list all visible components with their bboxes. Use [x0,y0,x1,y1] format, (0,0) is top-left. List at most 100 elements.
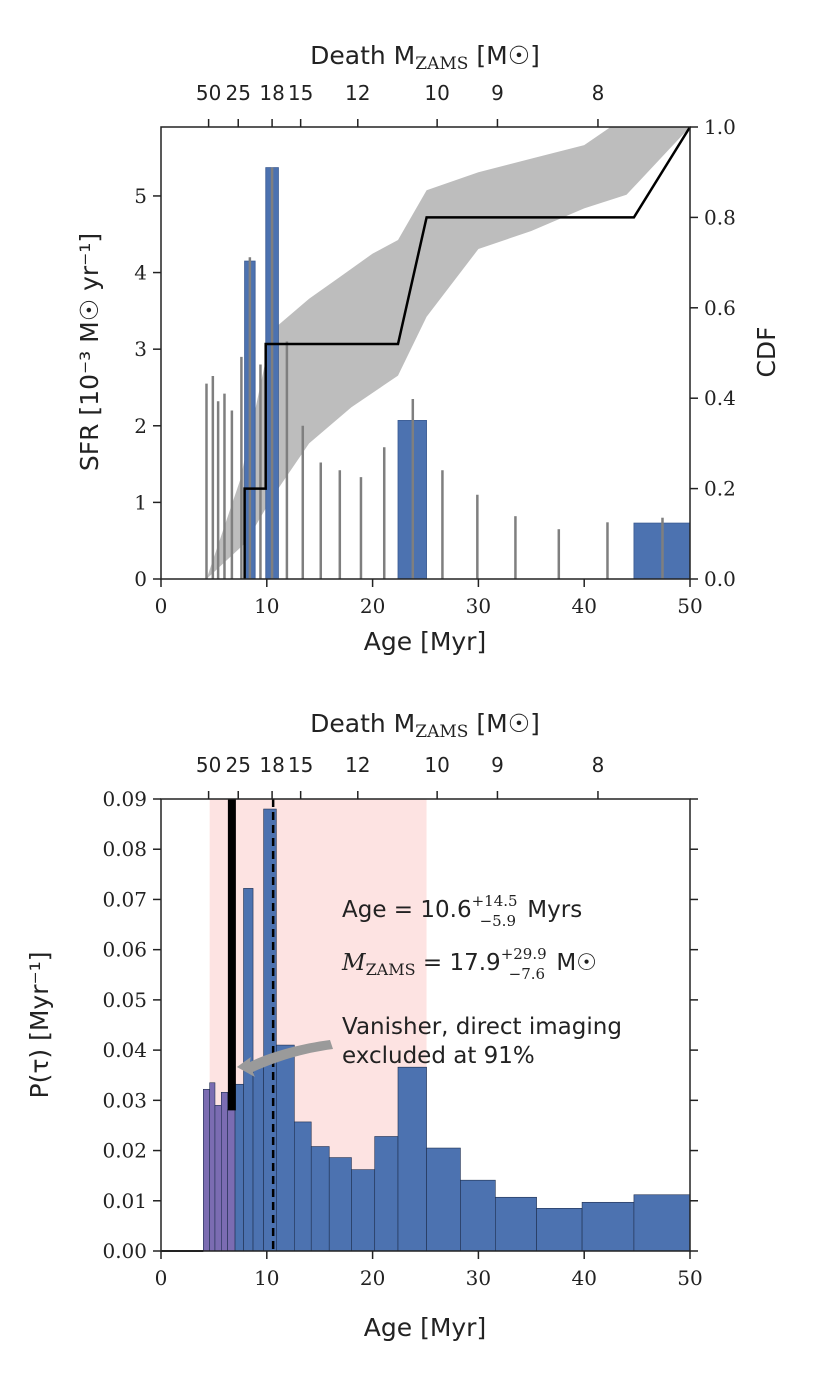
age-posterior-top-tick-label-5: 10 [424,753,449,777]
posterior-bin-1 [209,1082,216,1252]
sfr-x-tick-label-2: 20 [360,594,385,618]
posterior-x-tick-label-2: 20 [360,1266,385,1290]
cdf-tick-label-0: 0.0 [704,567,736,591]
sfr-y-tick-label-4: 4 [134,261,147,285]
sfr-y-tick-label-2: 2 [134,414,147,438]
cdf-line-layer [243,126,692,579]
sfr-y-tick-label-1: 1 [134,490,147,514]
cdf-tick-label-3: 0.6 [704,296,736,320]
posterior-top-label-tail: [M☉] [468,709,539,738]
sfr-y-tick-label-5: 5 [134,184,147,208]
mass-annotation-var-sub: ZAMS [366,960,416,979]
posterior-x-tick-label-1: 10 [254,1266,279,1290]
posterior-top-label-main: Death M [310,709,415,738]
posterior-bin-7 [252,1064,264,1252]
age-posterior-top-tick-label-3: 15 [288,753,313,777]
sfr-top-label-main: Death M [310,41,415,70]
age-posterior-top-tick-label-0: 50 [196,753,221,777]
posterior-x-ticks: 0 10 20 30 40 50 [155,1251,703,1290]
sfr-top-label-tail: [M☉] [468,41,539,70]
cdf-tick-label-2: 0.4 [704,386,736,410]
age-annotation-unit: Myrs [520,897,582,923]
posterior-bin-12 [328,1157,352,1252]
mass-annotation-unit: M☉ [549,950,597,976]
sfr-y-axis-label: SFR [10⁻³ M☉ yr⁻¹] [75,233,104,471]
age-posterior-top-tick-label-7: 8 [592,753,605,777]
posterior-bin-8 [263,808,277,1252]
posterior-y-tick-label-6: 0.06 [102,938,147,962]
age-annotation-sup: +14.5 [472,892,518,910]
sfr-error-bars [205,167,664,579]
sfr-history-top-tick-label-3: 15 [288,81,313,105]
posterior-x-tick-label-0: 0 [155,1266,168,1290]
mass-annotation: MZAMS = 17.9+29.9 −7.6 M☉ [341,945,597,983]
cdf-tick-label-1: 0.2 [704,477,736,501]
posterior-bin-2 [214,1105,222,1252]
posterior-bin-5 [234,1083,244,1252]
sfr-x-ticks: 0 10 20 30 40 50 [155,579,703,618]
posterior-x-tick-label-4: 40 [571,1266,596,1290]
sfr-x-tick-label-4: 40 [571,594,596,618]
sfr-x-tick-label-5: 50 [677,594,702,618]
cdf-tick-label-5: 1.0 [704,115,736,139]
age-posterior-top-tick-label-6: 9 [491,753,504,777]
cdf-uncertainty-band [206,127,690,579]
sfr-history-top-tick-label-4: 12 [345,81,370,105]
posterior-top-axis-label: Death MZAMS [M☉] [310,709,540,742]
posterior-bin-21 [633,1194,691,1252]
cdf-band-layer [206,127,690,579]
sfr-history-top-tick-label-5: 10 [424,81,449,105]
mass-annotation-sub: −7.6 [509,965,545,983]
posterior-y-tick-label-8: 0.08 [102,837,147,861]
posterior-y-ticks: 0.00 0.01 0.02 0.03 0.04 0.05 0.06 0.07 0.08 0.09 [102,787,698,1263]
sfr-x-axis-label: Age [Myr] [364,627,486,656]
posterior-x-tick-label-5: 50 [677,1266,702,1290]
cdf-tick-label-4: 0.8 [704,205,736,229]
sfr-y-tick-label-0: 0 [134,567,147,591]
sfr-y-tick-label-3: 3 [134,337,147,361]
posterior-y-tick-label-5: 0.05 [102,988,147,1012]
posterior-bin-20 [581,1201,635,1252]
age-annotation-main: Age = 10.6 [342,897,472,923]
vanisher-arrow [236,1040,333,1077]
posterior-y-tick-label-9: 0.09 [102,787,147,811]
age-posterior-top-tick-label-1: 25 [226,753,251,777]
cdf-y-ticks: 0.0 0.2 0.4 0.6 0.8 1.0 [690,115,736,591]
mass-annotation-sup: +29.9 [501,945,547,963]
sfr-history-top-tick-label-2: 18 [259,81,284,105]
posterior-bin-19 [536,1208,583,1252]
posterior-bin-10 [294,1121,312,1252]
age-annotation: Age = 10.6+14.5 −5.9 Myrs [342,892,582,930]
vanisher-annotation-line2: excluded at 91% [342,1043,535,1069]
sfr-history-top-tick-label-1: 25 [226,81,251,105]
age-annotation-sub: −5.9 [480,912,516,930]
posterior-panel: 0 10 20 30 40 50 0.00 0.01 0.02 0.03 0.04 0.05 0.06… [25,709,703,1342]
age-posterior-top-tick-label-4: 12 [345,753,370,777]
posterior-bin-9 [276,1044,295,1252]
sfr-top-axis-label: Death MZAMS [M☉] [310,41,540,74]
sfr-x-tick-label-0: 0 [155,594,168,618]
cdf-line [243,126,692,579]
age-posterior-top-tick-label-2: 18 [259,753,284,777]
sfr-history-top-tick-label-6: 9 [491,81,504,105]
sfr-history-top-tick-label-0: 50 [196,81,221,105]
posterior-y-tick-label-1: 0.01 [102,1189,147,1213]
posterior-x-axis-label: Age [Myr] [364,1313,486,1342]
posterior-bin-11 [310,1146,330,1252]
posterior-y-tick-label-7: 0.07 [102,887,147,911]
posterior-bin-16 [426,1147,461,1252]
sfr-y-ticks: 0 1 2 3 4 5 [134,184,161,591]
posterior-bin-15 [397,1066,427,1252]
posterior-bin-4 [227,1109,236,1252]
posterior-y-tick-label-0: 0.00 [102,1239,147,1263]
posterior-x-tick-label-3: 30 [466,1266,491,1290]
posterior-bin-0 [203,1088,210,1252]
sfr-plot-frame [160,126,691,580]
posterior-bin-13 [351,1169,376,1252]
mass-annotation-main: = 17.9 [416,950,501,976]
posterior-y-tick-label-2: 0.02 [102,1139,147,1163]
sfr-top-label-sub: ZAMS [415,54,468,74]
posterior-bin-3 [221,1091,228,1252]
